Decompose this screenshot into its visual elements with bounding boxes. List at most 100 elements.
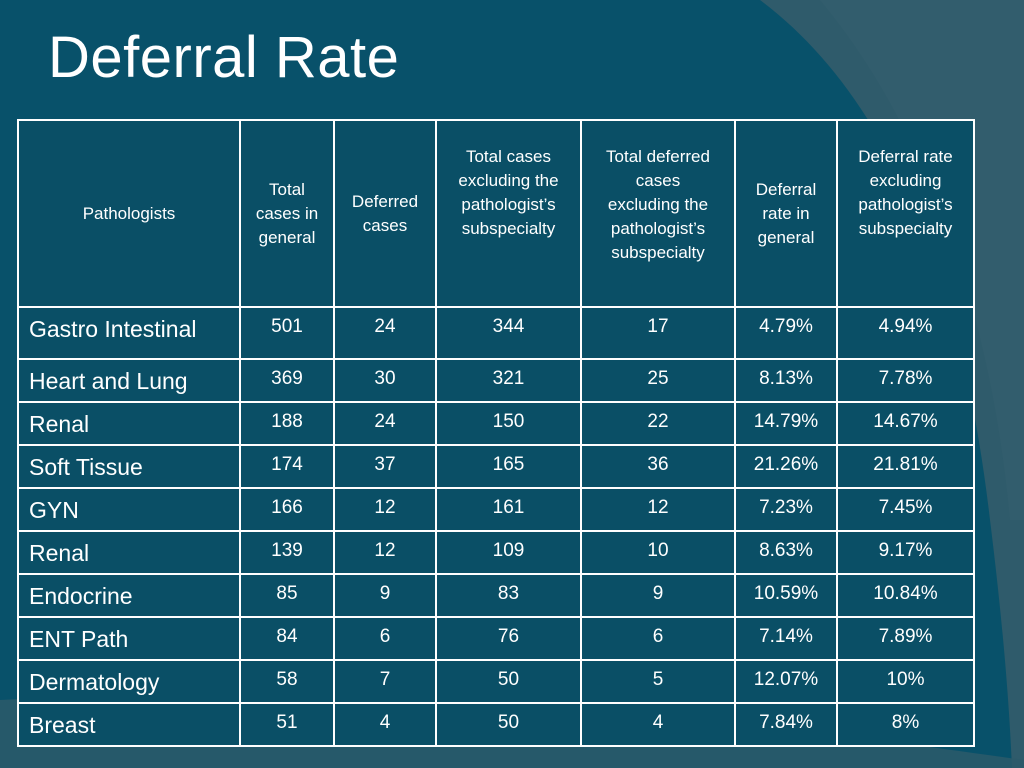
- cell-rate-excluding: 4.94%: [836, 306, 975, 360]
- cell-pathologist: Dermatology: [17, 659, 241, 704]
- cell-total-cases: 501: [239, 306, 335, 360]
- cell-deferred-excluding: 22: [580, 401, 736, 446]
- cell-rate-excluding: 10%: [836, 659, 975, 704]
- cell-total-excluding: 109: [435, 530, 582, 575]
- header-line: Total: [269, 179, 305, 199]
- cell-deferred-cases: 7: [333, 659, 437, 704]
- cell-rate-excluding: 14.67%: [836, 401, 975, 446]
- cell-deferred-excluding: 25: [580, 358, 736, 403]
- cell-rate-general: 7.23%: [734, 487, 838, 532]
- header-line: subspecialty: [461, 219, 556, 238]
- cell-pathologist: Endocrine: [17, 573, 241, 618]
- cell-deferred-excluding: 10: [580, 530, 736, 575]
- cell-rate-general: 8.63%: [734, 530, 838, 575]
- table-row: Breast 51 4 50 4 7.84% 8%: [17, 702, 975, 747]
- header-line: excluding the: [607, 195, 709, 214]
- cell-total-cases: 51: [239, 702, 335, 747]
- header-line: general: [757, 227, 815, 247]
- header-line: subspecialty: [611, 243, 705, 262]
- cell-deferred-cases: 24: [333, 306, 437, 360]
- header-deferral-rate-general: Deferral rate in general: [734, 119, 838, 308]
- cell-rate-general: 7.14%: [734, 616, 838, 661]
- table-body: Gastro Intestinal 501 24 344 17 4.79% 4.…: [17, 306, 975, 747]
- cell-deferred-excluding: 5: [580, 659, 736, 704]
- table-row: ENT Path 84 6 76 6 7.14% 7.89%: [17, 616, 975, 661]
- cell-total-cases: 174: [239, 444, 335, 489]
- header-line: cases: [362, 215, 408, 235]
- cell-rate-general: 10.59%: [734, 573, 838, 618]
- header-line: subspecialty: [858, 219, 953, 238]
- cell-total-cases: 166: [239, 487, 335, 532]
- cell-rate-excluding: 9.17%: [836, 530, 975, 575]
- header-line: excluding: [869, 171, 942, 190]
- cell-pathologist: Gastro Intestinal: [17, 306, 241, 360]
- cell-deferred-cases: 9: [333, 573, 437, 618]
- cell-deferred-cases: 37: [333, 444, 437, 489]
- cell-rate-excluding: 8%: [836, 702, 975, 747]
- header-line: cases: [635, 171, 681, 190]
- cell-pathologist: GYN: [17, 487, 241, 532]
- cell-rate-excluding: 7.78%: [836, 358, 975, 403]
- header-line: Deferral: [755, 179, 817, 199]
- header-line: Total deferred: [606, 147, 710, 166]
- header-line: general: [258, 227, 316, 247]
- table-row: Dermatology 58 7 50 5 12.07% 10%: [17, 659, 975, 704]
- deferral-rate-table: Pathologists Total cases in general Defe…: [17, 119, 975, 747]
- header-line: pathologist’s: [858, 195, 953, 214]
- cell-deferred-cases: 12: [333, 487, 437, 532]
- cell-deferred-cases: 24: [333, 401, 437, 446]
- cell-total-excluding: 83: [435, 573, 582, 618]
- cell-total-cases: 85: [239, 573, 335, 618]
- header-line: cases in: [255, 203, 319, 223]
- page-title: Deferral Rate: [48, 25, 400, 90]
- table-row: Renal 139 12 109 10 8.63% 9.17%: [17, 530, 975, 575]
- deferral-table-container: Pathologists Total cases in general Defe…: [17, 119, 975, 747]
- cell-pathologist: Soft Tissue: [17, 444, 241, 489]
- header-total-cases-excluding: Total cases excluding the pathologist’s …: [435, 119, 582, 308]
- cell-total-excluding: 344: [435, 306, 582, 360]
- cell-rate-general: 12.07%: [734, 659, 838, 704]
- cell-total-excluding: 50: [435, 702, 582, 747]
- cell-total-cases: 369: [239, 358, 335, 403]
- header-line: Deferral rate: [858, 147, 953, 166]
- table-row: Heart and Lung 369 30 321 25 8.13% 7.78%: [17, 358, 975, 403]
- cell-deferred-cases: 30: [333, 358, 437, 403]
- cell-deferred-excluding: 9: [580, 573, 736, 618]
- cell-pathologist: Breast: [17, 702, 241, 747]
- cell-deferred-excluding: 4: [580, 702, 736, 747]
- header-line: excluding the: [458, 171, 559, 190]
- cell-rate-excluding: 7.89%: [836, 616, 975, 661]
- table-row: GYN 166 12 161 12 7.23% 7.45%: [17, 487, 975, 532]
- table-row: Gastro Intestinal 501 24 344 17 4.79% 4.…: [17, 306, 975, 360]
- header-line: Pathologists: [82, 203, 176, 223]
- cell-deferred-cases: 12: [333, 530, 437, 575]
- cell-deferred-excluding: 17: [580, 306, 736, 360]
- cell-rate-general: 8.13%: [734, 358, 838, 403]
- cell-rate-excluding: 10.84%: [836, 573, 975, 618]
- cell-deferred-excluding: 36: [580, 444, 736, 489]
- header-deferred-cases: Deferred cases: [333, 119, 437, 308]
- cell-total-cases: 188: [239, 401, 335, 446]
- cell-deferred-excluding: 6: [580, 616, 736, 661]
- table-row: Soft Tissue 174 37 165 36 21.26% 21.81%: [17, 444, 975, 489]
- cell-pathologist: Heart and Lung: [17, 358, 241, 403]
- cell-rate-excluding: 7.45%: [836, 487, 975, 532]
- cell-total-excluding: 76: [435, 616, 582, 661]
- cell-total-excluding: 321: [435, 358, 582, 403]
- cell-rate-general: 4.79%: [734, 306, 838, 360]
- cell-total-excluding: 150: [435, 401, 582, 446]
- header-pathologists: Pathologists: [17, 119, 241, 308]
- cell-pathologist: ENT Path: [17, 616, 241, 661]
- cell-total-cases: 84: [239, 616, 335, 661]
- cell-rate-general: 7.84%: [734, 702, 838, 747]
- header-line: pathologist’s: [461, 195, 556, 214]
- header-line: Total cases: [465, 147, 552, 166]
- header-line: Deferred: [351, 191, 419, 211]
- cell-total-excluding: 165: [435, 444, 582, 489]
- table-row: Endocrine 85 9 83 9 10.59% 10.84%: [17, 573, 975, 618]
- cell-rate-general: 14.79%: [734, 401, 838, 446]
- cell-pathologist: Renal: [17, 401, 241, 446]
- cell-total-cases: 58: [239, 659, 335, 704]
- cell-total-cases: 139: [239, 530, 335, 575]
- cell-rate-general: 21.26%: [734, 444, 838, 489]
